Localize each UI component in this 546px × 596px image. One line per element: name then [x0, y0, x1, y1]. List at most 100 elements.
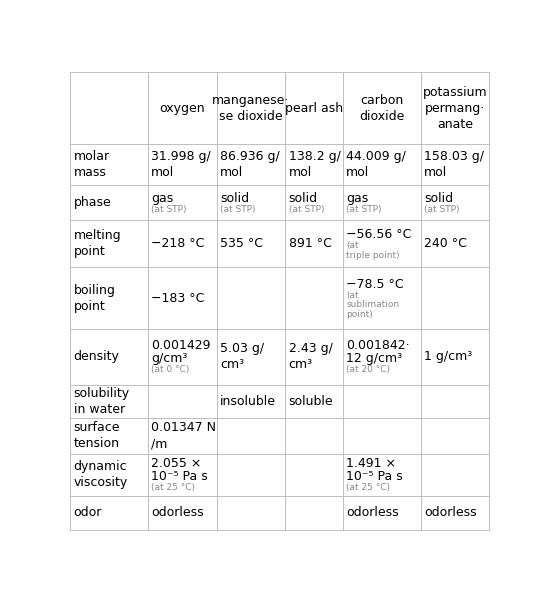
- Text: 138.2 g/
mol: 138.2 g/ mol: [289, 150, 341, 179]
- Text: 12 g/cm³: 12 g/cm³: [346, 352, 402, 365]
- Bar: [148, 385, 217, 418]
- Text: solid: solid: [220, 191, 249, 204]
- Text: 5.03 g/
cm³: 5.03 g/ cm³: [220, 343, 264, 371]
- Text: molar
mass: molar mass: [74, 150, 110, 179]
- Bar: [70, 73, 148, 144]
- Bar: [420, 385, 489, 418]
- Text: boiling
point: boiling point: [74, 284, 116, 313]
- Bar: [286, 144, 343, 185]
- Bar: [217, 144, 286, 185]
- Text: (at STP): (at STP): [289, 204, 324, 214]
- Bar: [148, 144, 217, 185]
- Text: 31.998 g/
mol: 31.998 g/ mol: [151, 150, 211, 179]
- Bar: [343, 418, 420, 454]
- Bar: [70, 221, 148, 267]
- Bar: [217, 329, 286, 385]
- Bar: [343, 144, 420, 185]
- Bar: [217, 454, 286, 496]
- Text: odorless: odorless: [346, 507, 399, 520]
- Text: odor: odor: [74, 507, 102, 520]
- Text: (at 20 °C): (at 20 °C): [346, 365, 390, 374]
- Text: surface
tension: surface tension: [74, 421, 120, 451]
- Bar: [286, 418, 343, 454]
- Text: (at STP): (at STP): [151, 204, 187, 214]
- Text: 10⁻⁵ Pa s: 10⁻⁵ Pa s: [151, 470, 208, 483]
- Bar: [148, 329, 217, 385]
- Text: 0.001429: 0.001429: [151, 339, 211, 352]
- Text: oxygen: oxygen: [159, 102, 205, 114]
- Text: 2.055 ×: 2.055 ×: [151, 457, 201, 470]
- Bar: [70, 329, 148, 385]
- Bar: [343, 454, 420, 496]
- Bar: [420, 144, 489, 185]
- Text: (at STP): (at STP): [220, 204, 256, 214]
- Bar: [343, 267, 420, 329]
- Text: −183 °C: −183 °C: [151, 291, 205, 305]
- Bar: [70, 418, 148, 454]
- Text: (at 25 °C): (at 25 °C): [151, 483, 195, 492]
- Text: g/cm³: g/cm³: [151, 352, 188, 365]
- Text: density: density: [74, 350, 120, 364]
- Bar: [420, 418, 489, 454]
- Bar: [217, 267, 286, 329]
- Bar: [217, 418, 286, 454]
- Bar: [420, 496, 489, 529]
- Bar: [148, 185, 217, 221]
- Bar: [343, 185, 420, 221]
- Bar: [70, 454, 148, 496]
- Bar: [420, 329, 489, 385]
- Text: insoluble: insoluble: [220, 395, 276, 408]
- Bar: [70, 267, 148, 329]
- Text: gas: gas: [151, 191, 174, 204]
- Text: solid: solid: [424, 191, 453, 204]
- Bar: [217, 221, 286, 267]
- Text: melting
point: melting point: [74, 229, 121, 258]
- Bar: [343, 329, 420, 385]
- Text: 0.001842·: 0.001842·: [346, 339, 410, 352]
- Text: 158.03 g/
mol: 158.03 g/ mol: [424, 150, 484, 179]
- Text: −78.5 °C: −78.5 °C: [346, 278, 404, 290]
- Text: dynamic
viscosity: dynamic viscosity: [74, 461, 128, 489]
- Text: odorless: odorless: [151, 507, 204, 520]
- Text: triple point): triple point): [346, 250, 400, 259]
- Text: 44.009 g/
mol: 44.009 g/ mol: [346, 150, 406, 179]
- Bar: [70, 185, 148, 221]
- Text: solubility
in water: solubility in water: [74, 387, 130, 416]
- Bar: [420, 267, 489, 329]
- Bar: [217, 385, 286, 418]
- Text: potassium
permang·
anate: potassium permang· anate: [423, 86, 487, 131]
- Bar: [217, 73, 286, 144]
- Bar: [217, 496, 286, 529]
- Text: −56.56 °C: −56.56 °C: [346, 228, 412, 241]
- Bar: [343, 496, 420, 529]
- Bar: [286, 73, 343, 144]
- Bar: [286, 496, 343, 529]
- Text: solid: solid: [289, 191, 318, 204]
- Bar: [148, 267, 217, 329]
- Text: phase: phase: [74, 196, 111, 209]
- Bar: [148, 221, 217, 267]
- Bar: [420, 221, 489, 267]
- Bar: [420, 185, 489, 221]
- Bar: [217, 185, 286, 221]
- Text: 240 °C: 240 °C: [424, 237, 467, 250]
- Text: 1 g/cm³: 1 g/cm³: [424, 350, 472, 364]
- Bar: [420, 454, 489, 496]
- Text: (at 25 °C): (at 25 °C): [346, 483, 390, 492]
- Bar: [286, 185, 343, 221]
- Text: (at STP): (at STP): [346, 204, 382, 214]
- Bar: [286, 454, 343, 496]
- Text: (at: (at: [346, 241, 359, 250]
- Text: 891 °C: 891 °C: [289, 237, 331, 250]
- Text: gas: gas: [346, 191, 369, 204]
- Bar: [343, 385, 420, 418]
- Text: sublimation: sublimation: [346, 300, 400, 309]
- Text: soluble: soluble: [289, 395, 334, 408]
- Text: 2.43 g/
cm³: 2.43 g/ cm³: [289, 343, 333, 371]
- Bar: [148, 454, 217, 496]
- Text: point): point): [346, 309, 373, 318]
- Bar: [70, 496, 148, 529]
- Bar: [286, 267, 343, 329]
- Bar: [148, 496, 217, 529]
- Bar: [343, 221, 420, 267]
